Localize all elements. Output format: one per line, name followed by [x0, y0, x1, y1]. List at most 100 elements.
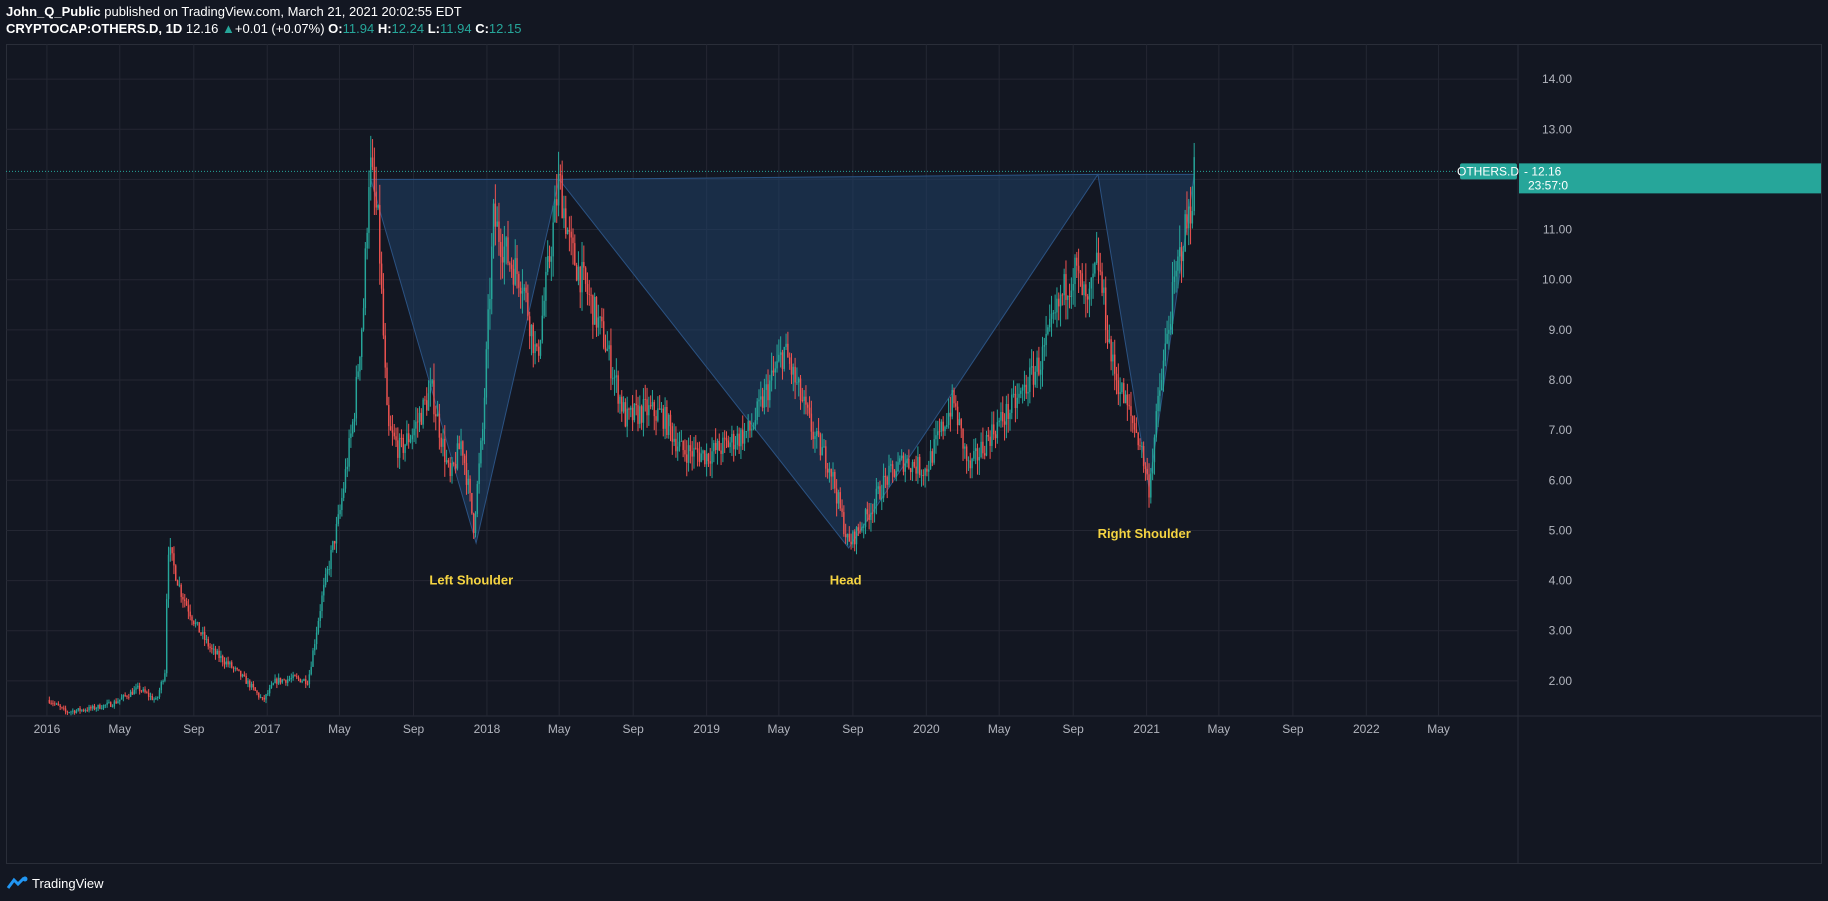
- candle-body: [881, 497, 883, 499]
- candle-body: [761, 396, 764, 408]
- author-name[interactable]: John_Q_Public: [6, 4, 101, 19]
- y-tick-label: 5.00: [1549, 523, 1573, 537]
- y-tick-label: 11.00: [1543, 223, 1572, 237]
- candle-body: [341, 497, 343, 511]
- candle-body: [870, 512, 872, 521]
- candle-body: [1065, 274, 1067, 300]
- candle-body: [296, 676, 298, 678]
- candle-body: [962, 428, 964, 449]
- candle-body: [220, 655, 222, 659]
- candle-body: [1068, 295, 1071, 298]
- candle-body: [991, 424, 993, 446]
- candle-body: [232, 667, 235, 669]
- x-tick-label: Sep: [1282, 722, 1304, 736]
- candle-body: [942, 421, 944, 432]
- candle-body: [978, 457, 981, 461]
- candle-body: [64, 708, 67, 712]
- candle-body: [102, 704, 105, 709]
- candle-body: [317, 621, 320, 633]
- candle-body: [346, 466, 349, 470]
- candle-body: [574, 243, 576, 266]
- candle-body: [93, 705, 96, 710]
- candle-body: [709, 461, 711, 464]
- candle-body: [1090, 277, 1092, 289]
- time-axis[interactable]: 2016 May Sep 2017 May Sep 2018 May Sep 2019 May Sep…: [34, 722, 1450, 736]
- candle-body: [245, 676, 247, 684]
- candle-body: [1148, 474, 1150, 498]
- candle-body: [277, 677, 280, 684]
- symbol-label[interactable]: CRYPTOCAP:OTHERS.D, 1D: [6, 21, 183, 36]
- candle-body: [779, 352, 782, 355]
- candle-body: [156, 696, 159, 698]
- candle-body: [711, 451, 713, 464]
- candle-body: [610, 345, 612, 379]
- y-tick-label: 2.00: [1549, 674, 1573, 688]
- candle-body: [1052, 312, 1055, 314]
- candle-body: [537, 346, 540, 356]
- candle-body: [185, 601, 188, 606]
- candle-body: [81, 709, 83, 711]
- candle-body: [586, 283, 589, 295]
- candle-body: [324, 573, 327, 585]
- candle-body: [841, 508, 843, 513]
- candle-body: [817, 431, 820, 435]
- candle-body: [1108, 339, 1111, 343]
- candle-body: [144, 689, 146, 693]
- chart-area[interactable]: Left Shoulder Head Right Shoulder 14.00 13.…: [6, 44, 1822, 864]
- candle-body: [489, 298, 491, 310]
- candle-body: [839, 492, 841, 509]
- candle-body: [509, 263, 511, 265]
- candle-body: [319, 611, 321, 622]
- candle-body: [763, 389, 766, 408]
- candle-body: [890, 464, 892, 466]
- candle-body: [433, 380, 435, 415]
- pattern-triangle: [558, 173, 1099, 549]
- candle-body: [465, 462, 468, 485]
- candle-body: [1070, 290, 1073, 298]
- candle-body: [891, 464, 894, 470]
- candle-body: [864, 509, 867, 527]
- candle-body: [371, 157, 374, 167]
- candle-body: [175, 565, 177, 581]
- candle-body: [895, 471, 897, 477]
- candle-body: [207, 639, 209, 647]
- candle-body: [79, 708, 81, 711]
- candle-body: [1130, 406, 1132, 416]
- candle-body: [944, 426, 946, 432]
- candle-body: [1189, 206, 1192, 224]
- published-text: published on TradingView.com, March 21, …: [104, 4, 462, 19]
- candle-body: [1038, 357, 1040, 375]
- low-value: 11.94: [440, 21, 472, 36]
- candle-body: [857, 527, 860, 531]
- candle-body: [1106, 329, 1109, 343]
- candle-body: [528, 316, 531, 337]
- candle-body: [976, 448, 979, 461]
- candle-body: [810, 413, 813, 432]
- candle-body: [97, 704, 99, 709]
- candle-body: [73, 710, 76, 714]
- x-tick-label: May: [1208, 722, 1231, 736]
- candle-body: [723, 437, 726, 439]
- candle-body: [814, 436, 816, 439]
- candle-body: [606, 349, 609, 351]
- candle-body: [1155, 411, 1157, 438]
- candle-body: [189, 611, 191, 617]
- candle-body: [704, 450, 706, 465]
- candle-body: [1097, 252, 1100, 271]
- candle-body: [946, 425, 948, 427]
- candle-body: [70, 711, 72, 713]
- candle-body: [299, 678, 302, 683]
- candle-body: [1048, 318, 1051, 328]
- price-chart[interactable]: Left Shoulder Head Right Shoulder 14.00 13.…: [6, 44, 1822, 864]
- y-tick-label: 10.00: [1542, 273, 1572, 287]
- candle-body: [301, 680, 303, 683]
- tradingview-logo-icon: [6, 876, 28, 889]
- candle-body: [846, 533, 849, 538]
- tradingview-brand[interactable]: TradingView: [32, 875, 104, 891]
- candle-body: [115, 701, 117, 704]
- candle-body: [552, 222, 554, 257]
- candle-body: [422, 399, 424, 425]
- x-tick-label: 2020: [913, 722, 940, 736]
- candle-body: [843, 512, 845, 535]
